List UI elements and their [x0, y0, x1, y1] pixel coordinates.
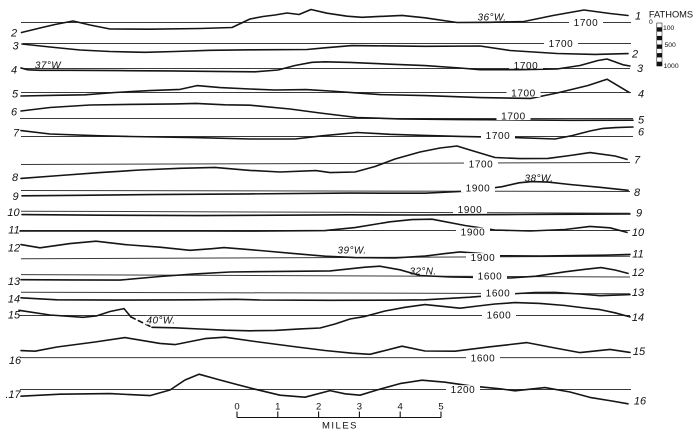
- svg-text:1700: 1700: [486, 131, 511, 142]
- svg-text:1700: 1700: [514, 61, 539, 72]
- svg-text:1600: 1600: [471, 353, 496, 364]
- svg-text:7: 7: [634, 155, 641, 167]
- svg-text:10: 10: [632, 227, 645, 239]
- svg-text:10: 10: [7, 207, 20, 219]
- svg-text:2: 2: [10, 28, 17, 40]
- svg-text:1700: 1700: [501, 111, 526, 122]
- svg-text:1900: 1900: [471, 253, 496, 264]
- svg-text:2: 2: [631, 49, 638, 61]
- svg-text:11: 11: [8, 225, 19, 237]
- svg-text:1700: 1700: [469, 159, 494, 170]
- svg-text:1200: 1200: [451, 385, 476, 396]
- svg-text:0: 0: [234, 402, 239, 413]
- svg-text:9: 9: [12, 191, 18, 203]
- svg-text:4: 4: [11, 65, 17, 77]
- svg-text:4: 4: [638, 89, 644, 101]
- svg-text:5: 5: [638, 115, 645, 127]
- svg-text:6: 6: [638, 127, 645, 139]
- svg-text:1000: 1000: [664, 63, 679, 70]
- svg-text:6: 6: [11, 107, 18, 119]
- svg-text:1900: 1900: [461, 227, 486, 238]
- svg-text:3: 3: [357, 402, 362, 413]
- svg-text:.17: .17: [5, 389, 21, 401]
- svg-text:100: 100: [663, 25, 675, 32]
- svg-text:500: 500: [665, 42, 677, 49]
- svg-text:16: 16: [9, 355, 22, 367]
- svg-text:15: 15: [8, 310, 21, 322]
- svg-text:1700: 1700: [549, 39, 574, 50]
- svg-text:8: 8: [634, 187, 641, 199]
- svg-text:36°W.: 36°W.: [478, 13, 507, 24]
- svg-text:1: 1: [275, 402, 280, 413]
- svg-text:3: 3: [637, 63, 644, 75]
- svg-text:1600: 1600: [487, 310, 512, 321]
- svg-text:12: 12: [8, 242, 20, 254]
- svg-text:13: 13: [8, 276, 21, 288]
- svg-text:1: 1: [635, 11, 641, 23]
- svg-text:40°W.: 40°W.: [147, 316, 176, 327]
- svg-text:1700: 1700: [574, 18, 599, 29]
- svg-text:1600: 1600: [486, 288, 511, 299]
- svg-text:38°W.: 38°W.: [525, 173, 554, 184]
- svg-text:39°W.: 39°W.: [338, 246, 367, 257]
- svg-text:37°W: 37°W: [35, 61, 62, 72]
- svg-text:MILES: MILES: [322, 421, 358, 432]
- svg-text:4: 4: [398, 402, 403, 413]
- svg-text:16: 16: [634, 396, 647, 408]
- svg-text:FATHOMS: FATHOMS: [649, 10, 693, 20]
- svg-text:12: 12: [632, 267, 644, 279]
- svg-text:14: 14: [632, 312, 644, 324]
- svg-text:13: 13: [632, 287, 645, 299]
- svg-text:3: 3: [12, 40, 19, 52]
- svg-text:2: 2: [316, 402, 321, 413]
- svg-text:1600: 1600: [478, 271, 503, 282]
- svg-text:1900: 1900: [466, 184, 491, 195]
- svg-text:14: 14: [8, 294, 20, 306]
- svg-text:32°N.: 32°N.: [409, 267, 436, 278]
- svg-text:5: 5: [12, 89, 19, 101]
- svg-text:0: 0: [649, 19, 653, 26]
- svg-text:1900: 1900: [458, 205, 483, 216]
- svg-text:15: 15: [633, 346, 646, 358]
- svg-text:8: 8: [12, 172, 19, 184]
- svg-text:11: 11: [632, 249, 643, 261]
- svg-text:1700: 1700: [511, 88, 536, 99]
- svg-text:9: 9: [636, 208, 642, 220]
- svg-text:5: 5: [438, 402, 443, 413]
- svg-text:7: 7: [13, 128, 20, 140]
